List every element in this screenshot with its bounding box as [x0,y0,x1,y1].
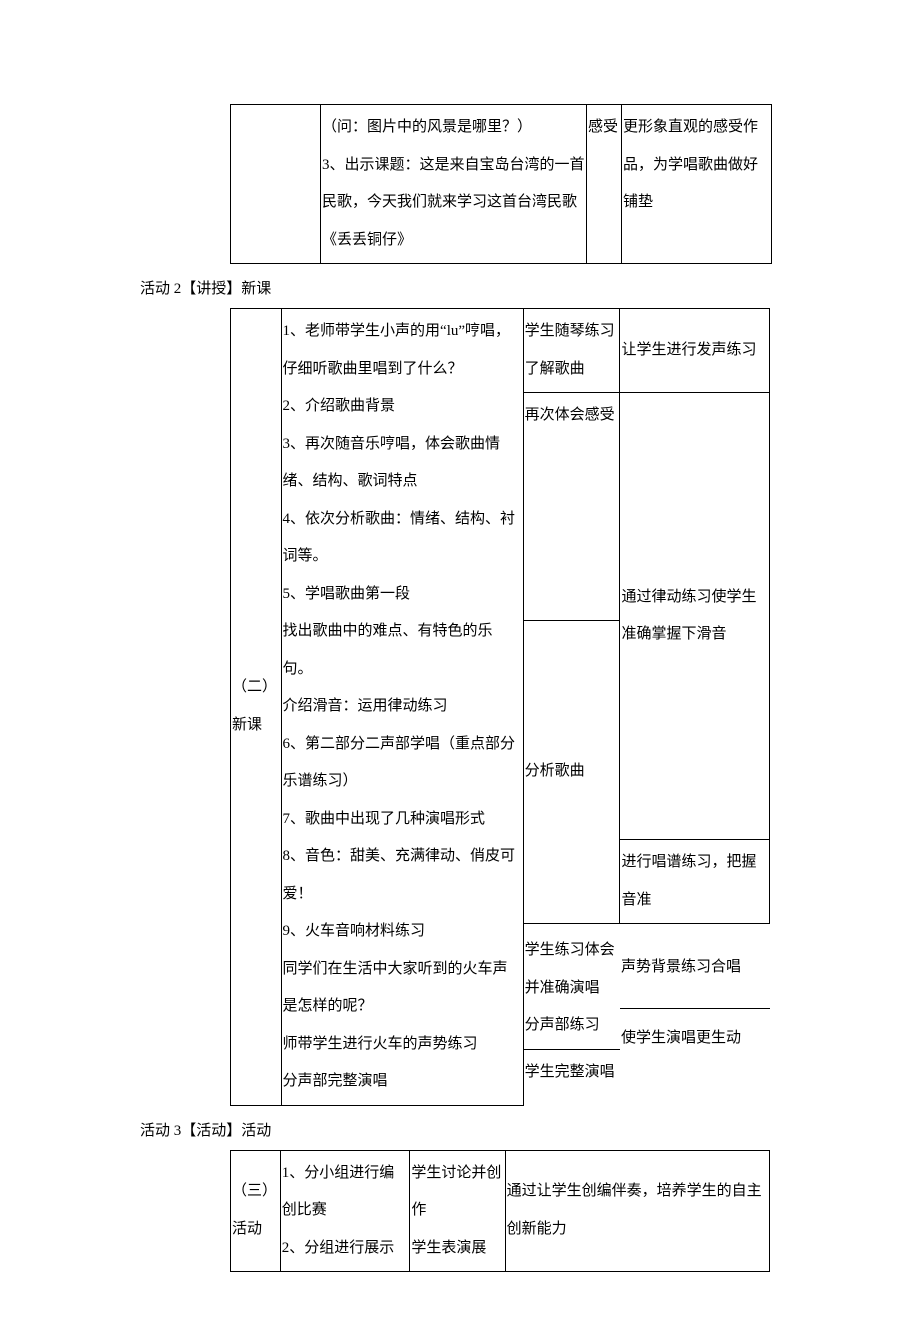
table2-col3-r5: 学生完整演唱 [524,1049,620,1095]
table3-col4: 通过让学生创编伴奏，培养学生的自主创新能力 [505,1150,769,1272]
table2-col3-r4: 学生练习体会并准确演唱分声部练习 [524,928,620,1049]
table2-col4-r3: 进行唱谱练习，把握音准 [620,840,770,924]
section3-label: 活动 3【活动】活动 [140,1116,780,1146]
table1-col2: （问：图片中的风景是哪里？）3、出示课题：这是来自宝岛台湾的一首民歌，今天我们就… [321,105,587,264]
table1: （问：图片中的风景是哪里？）3、出示课题：这是来自宝岛台湾的一首民歌，今天我们就… [230,104,772,264]
table2-col3-r2: 再次体会感受 [523,393,620,621]
table2-container: （二）新课 1、老师带学生小声的用“lu”哼唱，仔细听歌曲里唱到了什么？2、介绍… [230,308,780,1106]
table3-col1: （三）活动 [231,1150,281,1272]
table1-col3: 感受 [587,105,622,264]
table-row: （问：图片中的风景是哪里？）3、出示课题：这是来自宝岛台湾的一首民歌，今天我们就… [231,105,772,264]
table1-col4: 更形象直观的感受作品，为学唱歌曲做好铺垫 [622,105,772,264]
table3: （三）活动 1、分小组进行编创比赛2、分组进行展示 学生讨论并创作学生表演展 通… [230,1150,770,1273]
table2-col4-r2: 通过律动练习使学生准确掌握下滑音 [620,393,770,840]
table2-col3-r3: 分析歌曲 [523,621,620,924]
table2-col2: 1、老师带学生小声的用“lu”哼唱，仔细听歌曲里唱到了什么？2、介绍歌曲背景3、… [281,309,523,1106]
table2-col1: （二）新课 [231,309,282,1106]
table2-col4-r1: 让学生进行发声练习 [620,309,770,393]
table2-col3-subtable: 学生练习体会并准确演唱分声部练习 学生完整演唱 [523,924,620,1106]
table2: （二）新课 1、老师带学生小声的用“lu”哼唱，仔细听歌曲里唱到了什么？2、介绍… [230,308,770,1106]
table-row: （二）新课 1、老师带学生小声的用“lu”哼唱，仔细听歌曲里唱到了什么？2、介绍… [231,309,770,393]
section2-label: 活动 2【讲授】新课 [140,274,780,304]
table3-col3: 学生讨论并创作学生表演展 [410,1150,505,1272]
table2-col3-r1: 学生随琴练习了解歌曲 [523,309,620,393]
table2-col4-r5: 使学生演唱更生动 [620,1008,770,1068]
table1-col1 [231,105,321,264]
table3-col2: 1、分小组进行编创比赛2、分组进行展示 [280,1150,410,1272]
table-row: （三）活动 1、分小组进行编创比赛2、分组进行展示 学生讨论并创作学生表演展 通… [231,1150,770,1272]
table1-container: （问：图片中的风景是哪里？）3、出示课题：这是来自宝岛台湾的一首民歌，今天我们就… [230,104,780,264]
table2-col4-subtable: 声势背景练习合唱 使学生演唱更生动 [620,924,770,1106]
table2-col4-r4: 声势背景练习合唱 [620,928,770,1008]
table3-container: （三）活动 1、分小组进行编创比赛2、分组进行展示 学生讨论并创作学生表演展 通… [230,1150,780,1273]
